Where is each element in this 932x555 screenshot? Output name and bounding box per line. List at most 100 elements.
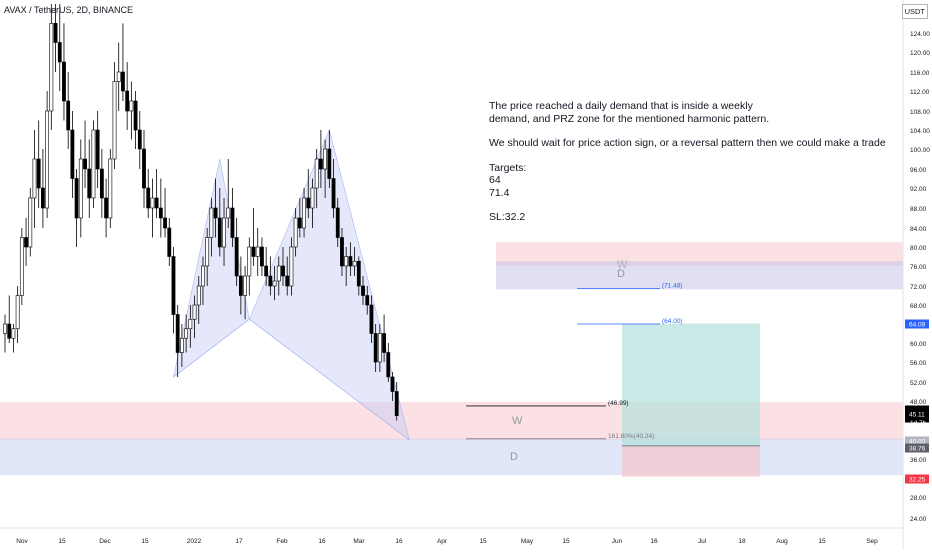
candle-bear[interactable] — [394, 391, 399, 416]
candle-bull[interactable] — [45, 110, 50, 209]
candle-bull[interactable] — [180, 337, 184, 353]
candle-bear[interactable] — [327, 148, 332, 179]
price-badge — [905, 319, 929, 329]
candle-bull[interactable] — [129, 100, 134, 112]
candle-bear[interactable] — [36, 158, 41, 189]
candle-bear[interactable] — [175, 314, 180, 353]
candle-bull[interactable] — [205, 237, 210, 267]
candle-bull[interactable] — [192, 304, 197, 320]
candle-bear[interactable] — [70, 129, 75, 179]
candle-bull[interactable] — [196, 285, 201, 306]
candle-bear[interactable] — [331, 178, 336, 209]
candle-bull[interactable] — [272, 280, 277, 287]
candle-bull[interactable] — [289, 246, 294, 287]
candle-bear[interactable] — [230, 207, 235, 238]
candle-bear[interactable] — [99, 168, 104, 199]
candle-bull[interactable] — [377, 333, 382, 363]
candle-bear[interactable] — [373, 333, 378, 363]
candle-bull[interactable] — [19, 237, 24, 296]
candle-bull[interactable] — [91, 129, 96, 199]
candle-bull[interactable] — [344, 256, 349, 267]
candle-bear[interactable] — [66, 100, 71, 131]
candle-bear[interactable] — [390, 376, 395, 392]
candle-bear[interactable] — [213, 207, 218, 219]
candle-bull[interactable] — [226, 207, 231, 219]
candle-bear[interactable] — [163, 217, 167, 229]
candle-bear[interactable] — [264, 265, 269, 277]
candle-bear[interactable] — [386, 352, 391, 378]
candle-bull[interactable] — [314, 158, 319, 189]
price-tick-label: 120.00 — [910, 50, 930, 57]
candle-bear[interactable] — [62, 61, 66, 102]
candle-bear[interactable] — [146, 187, 151, 209]
candle-bull[interactable] — [209, 207, 214, 238]
candle-bull[interactable] — [222, 217, 226, 248]
candle-bull[interactable] — [78, 158, 83, 219]
candle-bear[interactable] — [142, 148, 146, 189]
candle-bull[interactable] — [247, 246, 252, 277]
candle-bear[interactable] — [306, 197, 311, 209]
candle-bear[interactable] — [340, 237, 344, 267]
candle-bear[interactable] — [57, 42, 62, 63]
price-tick-label: 68.00 — [910, 303, 927, 310]
candle-bear[interactable] — [382, 333, 386, 353]
candle-bear[interactable] — [171, 256, 176, 315]
candle-bull[interactable] — [188, 318, 193, 330]
candle-bull[interactable] — [3, 323, 7, 334]
candle-bear[interactable] — [53, 23, 58, 43]
candle-bear[interactable] — [158, 207, 163, 219]
candle-bear[interactable] — [121, 71, 125, 92]
candle-bear[interactable] — [217, 217, 222, 248]
candle-bull[interactable] — [116, 71, 121, 82]
candle-bear[interactable] — [41, 187, 45, 209]
candle-bear[interactable] — [7, 323, 12, 339]
candle-bear[interactable] — [24, 237, 28, 248]
candle-bear[interactable] — [356, 260, 361, 287]
candle-bull[interactable] — [293, 217, 298, 248]
candle-bear[interactable] — [251, 246, 256, 257]
candle-bear[interactable] — [83, 158, 87, 170]
candle-bear[interactable] — [281, 265, 285, 277]
candle-bear[interactable] — [104, 197, 108, 219]
candle-bear[interactable] — [74, 178, 79, 219]
candle-bear[interactable] — [285, 275, 290, 287]
candle-bull[interactable] — [302, 197, 306, 229]
candle-bull[interactable] — [184, 328, 189, 339]
candle-bull[interactable] — [49, 23, 54, 112]
candle-bear[interactable] — [87, 168, 92, 199]
candle-bear[interactable] — [365, 295, 370, 306]
candle-bull[interactable] — [276, 265, 281, 282]
candle-bull[interactable] — [28, 197, 33, 248]
candle-bull[interactable] — [108, 158, 113, 219]
candle-bear[interactable] — [234, 237, 239, 277]
price-tick-label: 84.00 — [910, 226, 927, 233]
candle-bear[interactable] — [348, 256, 353, 267]
candle-bull[interactable] — [32, 158, 37, 199]
candle-bull[interactable] — [323, 148, 328, 170]
candle-bull[interactable] — [112, 81, 117, 160]
candle-bear[interactable] — [167, 227, 172, 257]
candle-bull[interactable] — [310, 187, 315, 209]
candle-bear[interactable] — [238, 275, 243, 296]
candle-bear[interactable] — [125, 90, 130, 112]
candle-bear[interactable] — [154, 197, 159, 209]
candle-bull[interactable] — [11, 328, 16, 339]
candle-bear[interactable] — [335, 207, 340, 238]
candle-bear[interactable] — [133, 100, 138, 131]
candle-bear[interactable] — [268, 275, 273, 287]
candle-bear[interactable] — [369, 304, 374, 334]
candle-bull[interactable] — [255, 246, 260, 257]
targets-label: Targets: — [489, 161, 527, 174]
candle-bear[interactable] — [95, 129, 100, 170]
candle-bull[interactable] — [150, 197, 155, 209]
candle-bear[interactable] — [137, 129, 142, 150]
candle-bear[interactable] — [260, 246, 264, 267]
candle-bear[interactable] — [361, 285, 365, 296]
candle-bull[interactable] — [352, 260, 357, 267]
candle-bull[interactable] — [201, 265, 205, 287]
candle-bear[interactable] — [318, 158, 323, 170]
candle-bull[interactable] — [15, 295, 20, 330]
candle-bear[interactable] — [297, 217, 302, 229]
candle-bull[interactable] — [243, 275, 247, 296]
